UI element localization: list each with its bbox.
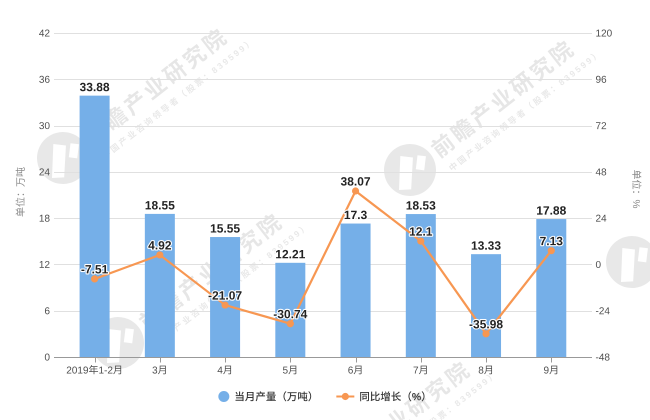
legend-label-growth (360, 391, 425, 402)
left-axis-tick-label (44, 307, 50, 315)
left-axis-tick-label (39, 168, 50, 176)
right-axis-tick-label (595, 307, 610, 315)
line-value-label (539, 235, 564, 247)
legend (218, 391, 425, 402)
bar-value-label (209, 223, 241, 234)
left-axis-tick-label (44, 353, 50, 361)
growth-line (93, 189, 553, 335)
bar-value-label (535, 205, 568, 216)
bar-6月[interactable] (340, 223, 371, 357)
line-point-8月[interactable] (482, 330, 490, 338)
right-axis-tick-label (595, 168, 607, 176)
bar-value-label (405, 200, 437, 211)
line-point-6月[interactable] (351, 187, 360, 195)
legend-marker-circle-icon (218, 391, 230, 402)
watermark-logo-icon (37, 132, 89, 184)
line-point-4月[interactable] (221, 301, 229, 309)
right-axis-tick-label (595, 75, 607, 83)
bar-8月[interactable] (471, 254, 502, 357)
watermark (384, 40, 596, 196)
watermark-logo-swoosh (398, 155, 413, 191)
watermark (606, 236, 650, 288)
legend-item-production[interactable] (218, 391, 312, 402)
right-axis-name (632, 170, 642, 209)
x-axis-category-label (478, 365, 493, 375)
legend-item-growth[interactable] (336, 391, 425, 402)
watermark-logo-icon (384, 144, 436, 196)
x-axis-category-label (348, 365, 362, 375)
left-axis-tick-label (39, 29, 50, 37)
right-axis-tick-label (596, 122, 607, 130)
watermark (387, 361, 492, 420)
legend-marker-dot-icon (341, 392, 349, 401)
x-axis-category-label (217, 365, 232, 375)
x-axis-category-label (413, 365, 427, 375)
line-value-label (468, 318, 504, 330)
line-point-2019年1-2月[interactable] (91, 275, 99, 283)
bar-value-label (274, 248, 307, 260)
line-value-label (272, 308, 309, 320)
line-value-label (408, 226, 434, 237)
right-axis-tick-label (595, 353, 610, 361)
line-point-7月[interactable] (417, 237, 425, 245)
line-point-3月[interactable] (156, 251, 164, 259)
x-axis-category-label (152, 365, 166, 375)
right-axis-tick-label (596, 214, 607, 222)
value-labels (78, 81, 568, 330)
left-axis-tick-label (39, 260, 50, 268)
x-axis-category-label (543, 365, 558, 375)
left-axis-tick-label (39, 122, 50, 130)
watermark-logo-swoosh (106, 328, 121, 364)
bar-value-label (144, 199, 176, 211)
watermark-logo-swoosh-small (415, 155, 426, 171)
watermark-logo-swoosh (620, 247, 635, 283)
right-axis-tick-label (595, 260, 601, 269)
line-value-label (147, 239, 173, 251)
line-value-label (207, 290, 243, 301)
line-point-9月[interactable] (547, 247, 555, 255)
grid (54, 33, 592, 363)
bar-value-label (343, 209, 368, 221)
right-axis-tick-label (596, 29, 612, 37)
bar-2019年1-2月[interactable] (79, 95, 110, 357)
line-value-label (80, 264, 110, 275)
axis-labels (15, 29, 642, 375)
legend-label-production (235, 391, 312, 402)
left-axis-tick-label (39, 214, 50, 222)
line-value-label (339, 176, 372, 187)
watermark-subtitle (101, 41, 249, 158)
line-point-5月[interactable] (286, 320, 294, 328)
watermark-logo-swoosh-small (123, 328, 134, 344)
watermark-logo-swoosh-small (68, 143, 79, 159)
watermark-logo-swoosh-small (637, 247, 648, 263)
left-axis-name (15, 167, 25, 217)
bar-value-label (470, 240, 502, 251)
x-axis-category-label (282, 365, 297, 375)
x-axis-category-label (66, 365, 122, 375)
watermark-logo-icon (606, 236, 650, 288)
watermark-subtitle (428, 374, 492, 420)
bar-value-label (78, 81, 111, 93)
line-series (91, 187, 555, 338)
left-axis-tick-label (39, 75, 50, 83)
watermark-logo-swoosh (51, 143, 66, 179)
bar-3月[interactable] (144, 213, 175, 357)
watermark-subtitle (448, 53, 596, 170)
watermark-title (387, 361, 471, 420)
watermark-title (430, 40, 575, 159)
